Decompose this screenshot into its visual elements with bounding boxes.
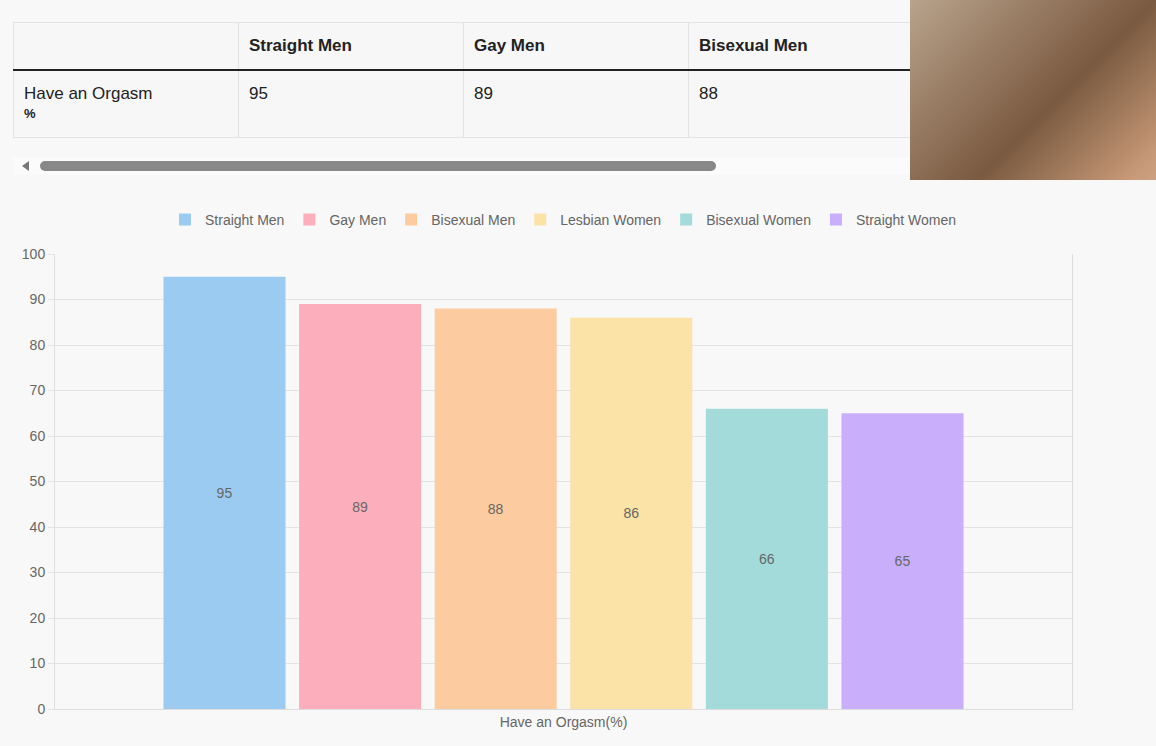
svg-text:Bisexual Men: Bisexual Men — [431, 212, 515, 228]
html-text:88: 88 — [699, 84, 718, 103]
svg-text:0: 0 — [37, 701, 45, 717]
svg-text:10: 10 — [30, 655, 46, 671]
html-text:89: 89 — [474, 84, 493, 103]
svg-text:Gay Men: Gay Men — [329, 212, 386, 228]
svg-text:30: 30 — [30, 564, 46, 580]
html-text:95: 95 — [249, 84, 268, 103]
svg-text:40: 40 — [30, 519, 46, 535]
svg-text:Have an Orgasm(%): Have an Orgasm(%) — [500, 714, 628, 730]
svg-text:20: 20 — [30, 610, 46, 626]
svg-text:Straight Women: Straight Women — [856, 212, 956, 228]
html-text:Gay Men: Gay Men — [474, 36, 545, 55]
html-text:Have an Orgasm: Have an Orgasm — [24, 84, 153, 103]
svg-text:Straight Men: Straight Men — [205, 212, 284, 228]
svg-text:70: 70 — [30, 382, 46, 398]
svg-text:90: 90 — [30, 291, 46, 307]
svg-text:50: 50 — [30, 473, 46, 489]
svg-text:66: 66 — [759, 551, 775, 567]
svg-text:80: 80 — [30, 337, 46, 353]
svg-text:Bisexual Women: Bisexual Women — [706, 212, 811, 228]
html-text:Bisexual Men: Bisexual Men — [699, 36, 808, 55]
svg-text:60: 60 — [30, 428, 46, 444]
svg-text:89: 89 — [352, 499, 368, 515]
svg-text:100: 100 — [22, 246, 46, 262]
svg-text:Lesbian Women: Lesbian Women — [560, 212, 661, 228]
svg-text:88: 88 — [488, 501, 504, 517]
svg-text:95: 95 — [217, 485, 233, 501]
svg-text:65: 65 — [895, 553, 911, 569]
html-text:Straight Men: Straight Men — [249, 36, 352, 55]
svg-text:86: 86 — [623, 505, 639, 521]
